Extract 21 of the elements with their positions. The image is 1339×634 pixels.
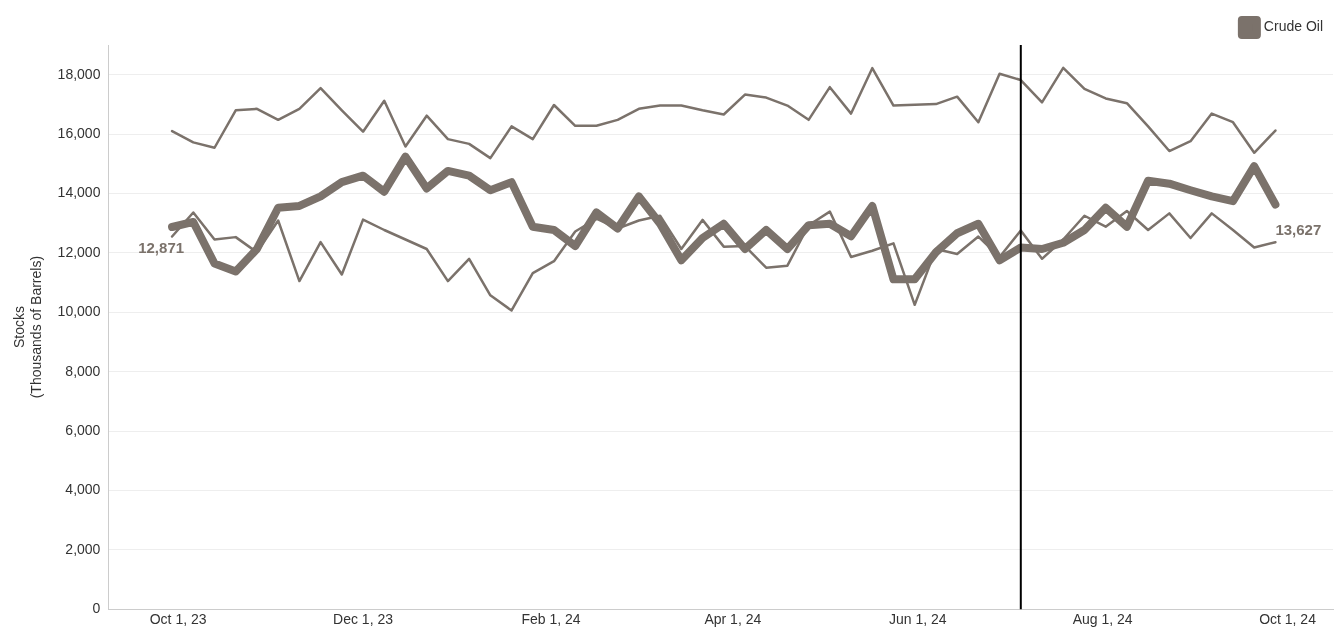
y-tick-label: 10,000 bbox=[57, 303, 101, 320]
y-tick-label: 8,000 bbox=[65, 362, 101, 379]
y-tick-label: 6,000 bbox=[65, 421, 101, 438]
y-tick-label: 4,000 bbox=[65, 481, 101, 498]
x-tick-label: Aug 1, 24 bbox=[1072, 611, 1133, 628]
y-axis-title: Stocks (Thousands of Barrels) bbox=[11, 255, 45, 399]
x-tick-label: Apr 1, 24 bbox=[704, 611, 762, 628]
data-label: 13,627 bbox=[1275, 220, 1322, 238]
x-tick-label: Feb 1, 24 bbox=[521, 611, 581, 628]
x-tick-label: Oct 1, 23 bbox=[149, 611, 207, 628]
legend-label: Crude Oil bbox=[1263, 18, 1324, 35]
x-tick-label: Oct 1, 24 bbox=[1259, 611, 1317, 628]
y-tick-label: 14,000 bbox=[57, 184, 101, 201]
x-tick-label: Dec 1, 23 bbox=[333, 611, 394, 628]
x-tick-label: Jun 1, 24 bbox=[888, 611, 947, 628]
y-tick-label: 0 bbox=[92, 600, 101, 617]
y-tick-label: 2,000 bbox=[65, 540, 101, 557]
y-tick-label: 16,000 bbox=[57, 124, 101, 141]
y-tick-label: 18,000 bbox=[57, 65, 101, 82]
data-label: 12,871 bbox=[138, 239, 185, 257]
y-tick-label: 12,000 bbox=[57, 243, 101, 260]
